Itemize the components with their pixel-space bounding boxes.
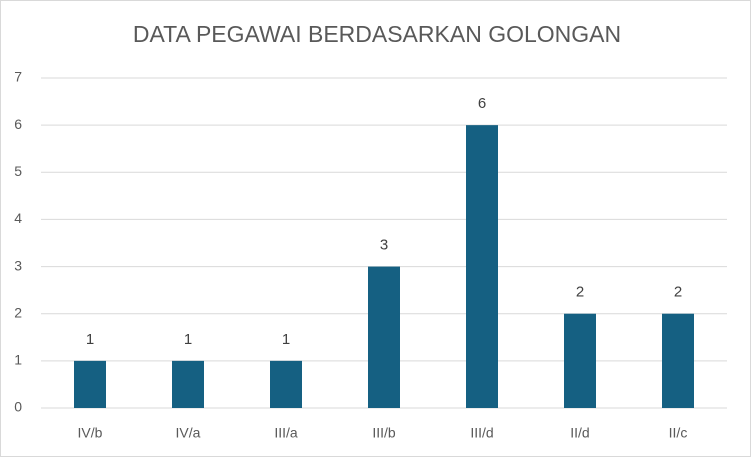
x-tick-label: II/d [570,425,589,441]
y-tick-label: 3 [14,257,22,273]
y-tick-label: 1 [14,352,22,368]
data-label: 1 [282,331,290,348]
data-label: 6 [478,95,486,112]
x-tick-label: III/a [274,425,298,441]
data-label: 2 [674,284,682,301]
x-tick-label: II/c [669,425,688,441]
bar [172,360,204,408]
data-label: 2 [576,284,584,301]
bar [368,266,400,408]
chart-title: DATA PEGAWAI BERDASARKAN GOLONGAN [133,21,621,47]
bar [74,360,106,408]
bar [466,125,498,409]
y-tick-label: 7 [14,69,22,85]
x-tick-label: III/b [372,425,396,441]
x-tick-label: IV/a [176,425,201,441]
data-label: 3 [380,237,388,254]
data-label: 1 [86,331,94,348]
x-tick-label: III/d [470,425,493,441]
bar [662,313,694,408]
data-label: 1 [184,331,192,348]
y-tick-label: 4 [14,210,22,226]
y-tick-label: 0 [14,399,22,415]
bar [564,313,596,408]
y-tick-label: 2 [14,304,22,320]
x-tick-label: IV/b [78,425,103,441]
y-tick-label: 6 [14,116,22,132]
y-tick-label: 5 [14,163,22,179]
bar [270,360,302,408]
